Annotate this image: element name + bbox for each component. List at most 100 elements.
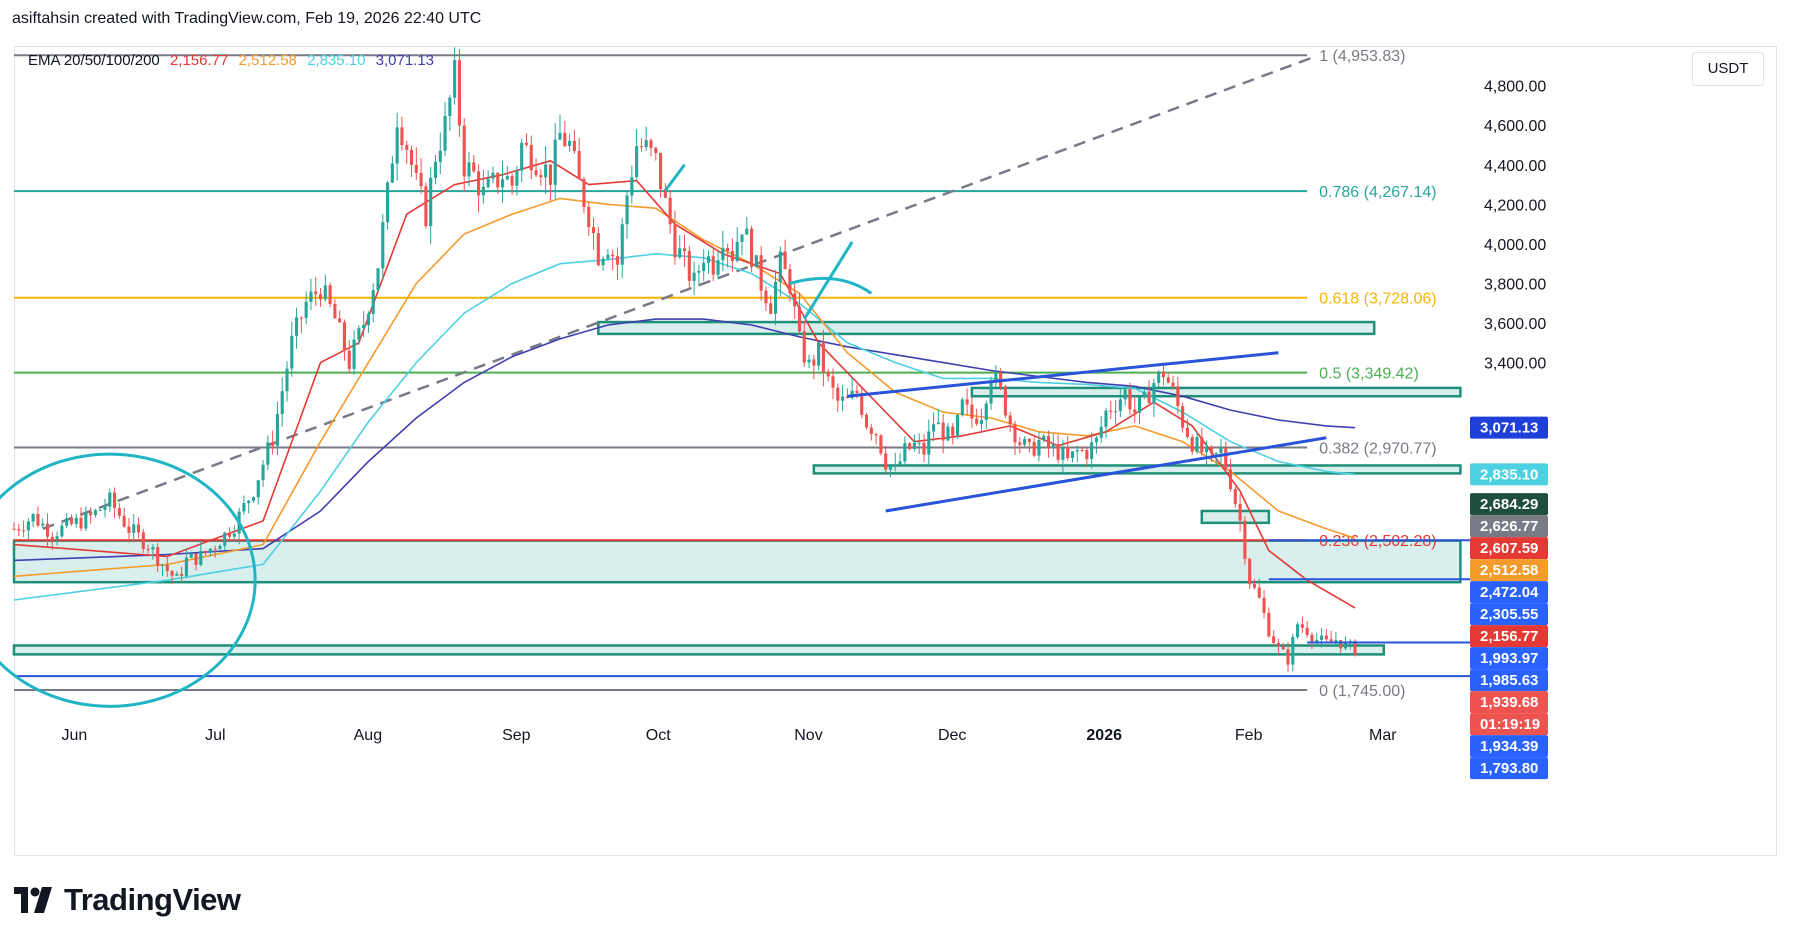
tradingview-logo-icon bbox=[14, 887, 52, 913]
candle-body bbox=[735, 241, 739, 261]
candle-body bbox=[807, 359, 811, 363]
candle-body bbox=[989, 381, 993, 404]
price-tick-label: 4,800.00 bbox=[1484, 79, 1546, 96]
candle-body bbox=[769, 303, 773, 314]
candle-body bbox=[1205, 446, 1209, 453]
fib-label-0: 0 (1,745.00) bbox=[1319, 683, 1405, 700]
price-tag bbox=[1470, 493, 1548, 516]
candle-body bbox=[750, 228, 754, 268]
fib-label-0.382: 0.382 (2,970.77) bbox=[1319, 441, 1436, 458]
ema-legend-label: EMA 20/50/100/200 bbox=[28, 52, 160, 69]
candle-body bbox=[1233, 489, 1237, 504]
annotation-stroke bbox=[802, 241, 854, 320]
candle-body bbox=[754, 255, 758, 268]
price-tag bbox=[1470, 603, 1548, 626]
candle-body bbox=[1310, 634, 1314, 642]
candle-body bbox=[1300, 624, 1304, 628]
fibonacci-retracement: 1 (4,953.83) 0.786 (4,267.14) 0.618 (3,728… bbox=[14, 48, 1437, 700]
candle-body bbox=[74, 517, 78, 524]
candle-body bbox=[1324, 635, 1328, 640]
candle-body bbox=[577, 151, 581, 180]
candle-body bbox=[759, 255, 763, 291]
candle-body bbox=[429, 177, 433, 227]
candle-body bbox=[903, 443, 907, 462]
tradingview-brand: TradingView bbox=[64, 882, 241, 917]
candle-body bbox=[970, 404, 974, 419]
ema-legend[interactable]: EMA 20/50/100/200 2,156.77 2,512.58 2,83… bbox=[28, 52, 440, 69]
drawings bbox=[0, 163, 1472, 708]
time-tick-label: Nov bbox=[794, 727, 822, 744]
candle-body bbox=[342, 322, 347, 351]
fib-trend-line bbox=[42, 54, 1318, 530]
candle-body bbox=[955, 414, 960, 436]
candle-body bbox=[692, 272, 696, 281]
zone-1 bbox=[970, 386, 1462, 398]
candle-body bbox=[606, 254, 610, 259]
price-tag bbox=[1470, 669, 1548, 692]
candle-body bbox=[113, 492, 117, 509]
candle-body bbox=[328, 285, 332, 305]
candle-body bbox=[352, 339, 356, 369]
candle-body bbox=[1200, 437, 1204, 453]
price-tag-label: 2,684.29 bbox=[1480, 496, 1538, 513]
price-tag-label: 1,934.39 bbox=[1480, 738, 1538, 755]
annotation-curve bbox=[789, 276, 873, 295]
candle-body bbox=[548, 164, 552, 185]
currency-selector[interactable]: USDT bbox=[1692, 52, 1764, 86]
time-tick-label: Oct bbox=[646, 727, 671, 744]
candle-body bbox=[1267, 612, 1271, 637]
candle-body bbox=[256, 480, 260, 498]
candle-body bbox=[309, 291, 313, 302]
price-tag bbox=[1470, 581, 1548, 604]
candle-body bbox=[414, 165, 418, 173]
candle-body bbox=[1128, 389, 1132, 410]
ema-20-value: 2,156.77 bbox=[169, 52, 229, 69]
candle-body bbox=[558, 132, 562, 140]
candle-body bbox=[98, 509, 102, 511]
zone-3 bbox=[1200, 509, 1271, 525]
candle-body bbox=[821, 341, 825, 372]
price-chart[interactable]: 1 (4,953.83) 0.786 (4,267.14) 0.618 (3,728… bbox=[0, 0, 1793, 870]
candle-body bbox=[855, 390, 859, 393]
candle-body bbox=[716, 260, 720, 275]
candle-body bbox=[1104, 410, 1108, 427]
candle-body bbox=[146, 548, 150, 550]
candle-body bbox=[1181, 406, 1185, 428]
candle-body bbox=[730, 250, 734, 261]
tradingview-logo[interactable]: TradingView bbox=[14, 882, 241, 918]
candle-body bbox=[544, 164, 548, 178]
chart-pane[interactable] bbox=[14, 46, 1777, 856]
candle-body bbox=[1157, 371, 1161, 384]
candle-body bbox=[793, 293, 797, 307]
candle-body bbox=[721, 248, 725, 261]
candle-body bbox=[884, 453, 888, 470]
candle-body bbox=[251, 497, 256, 501]
candle-body bbox=[89, 511, 93, 516]
price-tag bbox=[1470, 625, 1548, 648]
candle-body bbox=[539, 175, 543, 178]
candle-body bbox=[783, 251, 787, 270]
candle-body bbox=[1032, 441, 1036, 456]
candle-body bbox=[951, 426, 955, 436]
candle-body bbox=[45, 523, 50, 537]
candle-body bbox=[524, 142, 529, 145]
price-tick-label: 3,600.00 bbox=[1484, 316, 1546, 333]
price-tag bbox=[1470, 559, 1548, 582]
candle-body bbox=[697, 270, 701, 273]
candle-body bbox=[1085, 450, 1089, 460]
candle-body bbox=[965, 399, 969, 405]
candle-body bbox=[888, 466, 893, 470]
candle-body bbox=[802, 331, 806, 363]
candle-body bbox=[711, 256, 715, 275]
candle-body bbox=[836, 387, 840, 401]
candle-body bbox=[1305, 627, 1309, 635]
candle-body bbox=[979, 420, 984, 424]
channel-line-0 bbox=[847, 351, 1279, 398]
price-tag bbox=[1470, 463, 1548, 486]
price-tag-label: 2,626.77 bbox=[1480, 518, 1538, 535]
price-tag bbox=[1470, 416, 1548, 439]
candle-body bbox=[1051, 444, 1055, 448]
candle-body bbox=[357, 328, 361, 340]
zone-0 bbox=[597, 320, 1376, 336]
candle-body bbox=[817, 341, 821, 366]
